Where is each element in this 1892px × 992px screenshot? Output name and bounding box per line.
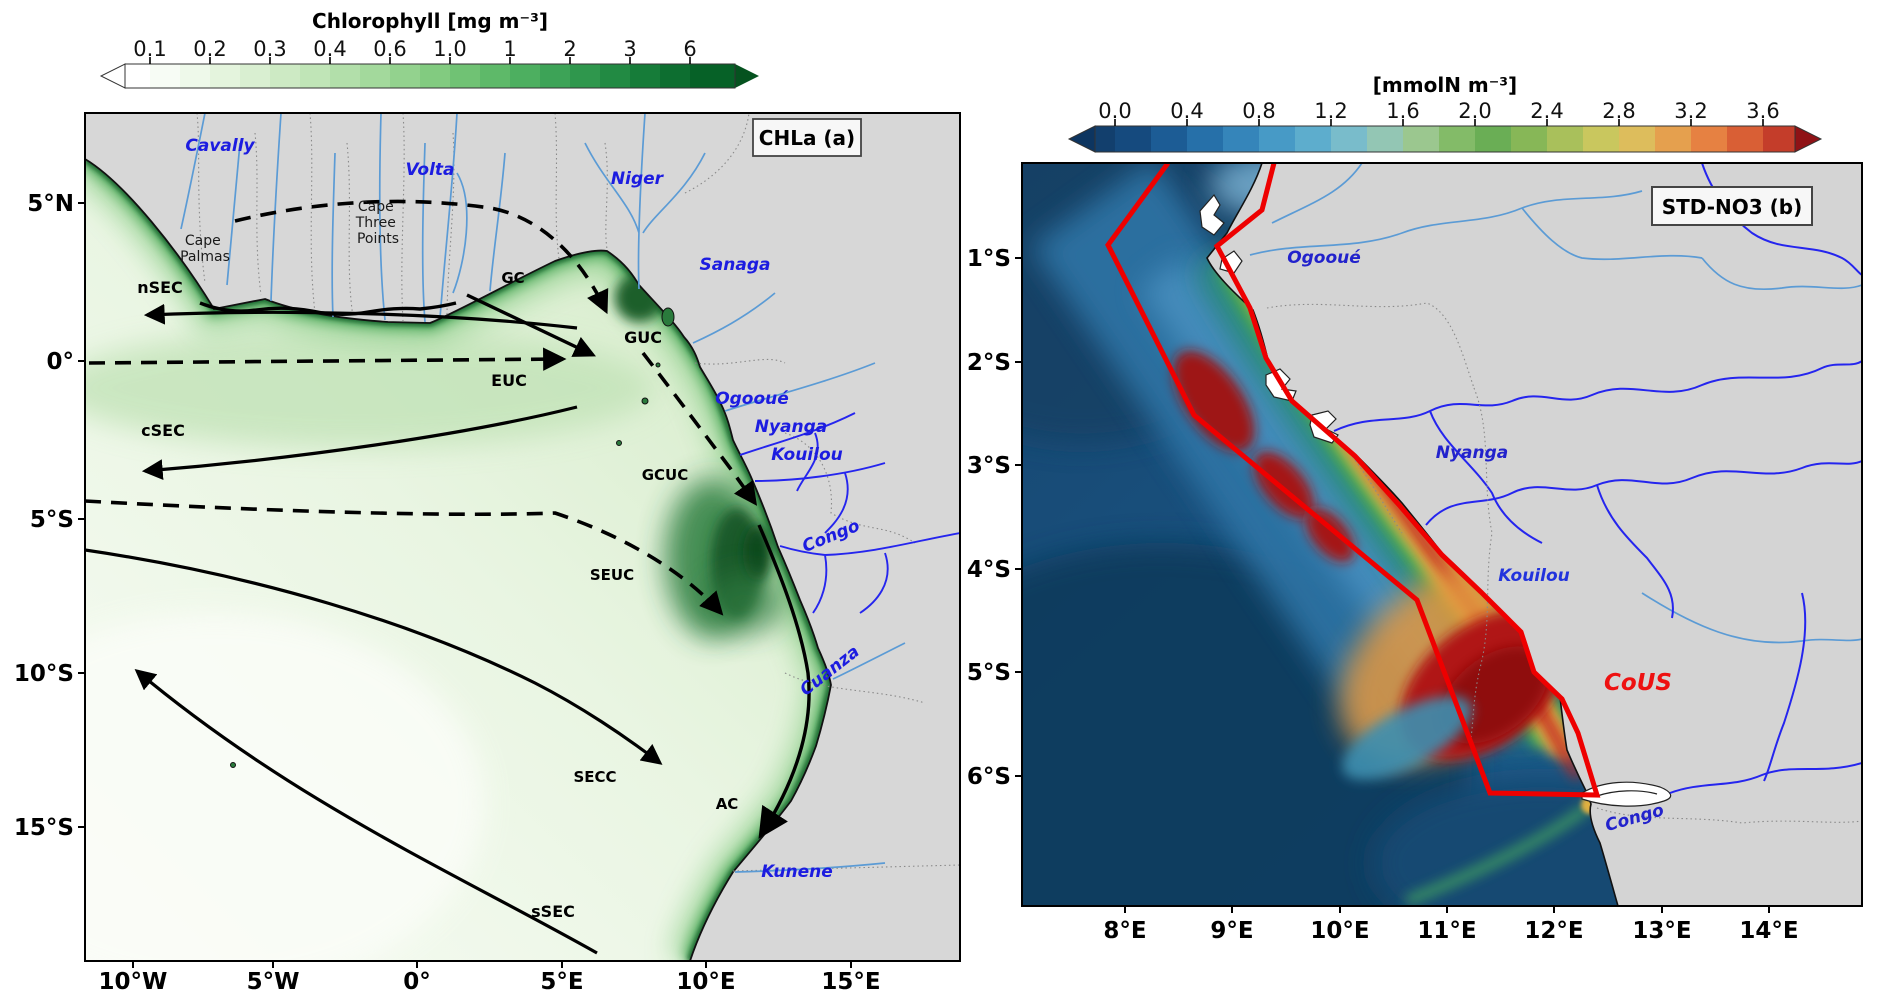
cous-region-label: CoUS (1604, 670, 1672, 696)
current-nsec (143, 303, 578, 330)
x-tick-label: 13°E (1632, 918, 1691, 944)
river-label-sanaga: Sanaga (700, 255, 771, 275)
x-tick-label: 14°E (1739, 918, 1798, 944)
y-tick-label: 15°S (14, 815, 74, 841)
rivers-right-bright (1333, 163, 1862, 794)
current-label-guc: GUC (624, 328, 662, 347)
country-borders (196, 113, 960, 872)
land-africa (85, 113, 960, 961)
current-label-gc: GC (501, 269, 524, 287)
river-label-nyanga-right: Nyanga (1436, 443, 1509, 463)
current-ssec (134, 669, 598, 955)
left-map-border (84, 112, 961, 962)
current-label-ssec: sSEC (531, 902, 575, 921)
river-label-kouilou-left: Kouilou (771, 445, 842, 465)
cape-three-points-label: Cape Three Points (355, 199, 401, 247)
current-arrows (85, 199, 811, 955)
no3-colorbar-bar (1067, 119, 1823, 153)
chlorophyll-colorbar-bar (99, 57, 759, 89)
y-tick-label: 5°S (967, 660, 1011, 686)
y-tick-label: 4°S (967, 557, 1011, 583)
no3-colorbar-title: [mmolN m⁻³] (1373, 73, 1517, 97)
no3-map: Ogooué Nyanga Kouilou Congo CoUS STD-NO3… (967, 162, 1863, 944)
river-label-volta: Volta (405, 160, 454, 180)
right-map-border (1021, 162, 1863, 907)
cous-polygon (1105, 163, 1601, 798)
right-map-x-axis: 8°E 9°E 10°E 11°E 12°E 13°E 14°E (1103, 906, 1799, 944)
no3-colorbar: [mmolN m⁻³] 0.0 0.4 0.8 1.2 1.6 2.0 2.4 … (1067, 73, 1823, 153)
x-tick-label: 9°E (1210, 918, 1253, 944)
current-csec (141, 405, 578, 480)
rivers-bright (739, 412, 960, 614)
no3-colorbar-tick-labels: 0.0 0.4 0.8 1.2 1.6 2.0 2.4 2.8 3.2 3.6 (1098, 99, 1779, 123)
chlorophyll-map: Cavally Volta Niger Sanaga Ogooué Nyanga… (14, 112, 961, 992)
current-label-nsec: nSEC (137, 278, 183, 297)
current-label-secc: SECC (573, 768, 616, 786)
river-label-kouilou-right: Kouilou (1498, 566, 1569, 586)
chlorophyll-colorbar-title: Chlorophyll [mg m⁻³] (312, 9, 548, 33)
river-label-cavally: Cavally (185, 136, 255, 156)
y-tick-label: 1°S (967, 246, 1011, 272)
x-tick-label: 8°E (1103, 918, 1146, 944)
current-dashed-gabon (641, 351, 758, 506)
rivers-west (180, 113, 906, 873)
river-label-nyanga-left: Nyanga (755, 417, 828, 437)
panel-tag-stdno3: STD-NO3 (b) (1651, 186, 1813, 226)
current-dashed-coastal-north (234, 199, 609, 315)
y-tick-label: 5°N (27, 191, 74, 217)
left-map-x-axis: 10°W 5°W 0° 5°E 10°E 15°E (99, 961, 881, 992)
current-label-gcuc: GCUC (642, 466, 689, 484)
current-euc (88, 347, 567, 371)
x-tick-label: 5°W (247, 969, 300, 992)
cbar-tick: 3 (623, 37, 636, 61)
right-map-y-axis: 1°S 2°S 3°S 4°S 5°S 6°S (967, 246, 1022, 790)
current-label-ac: AC (716, 795, 739, 813)
current-label-seuc: SEUC (590, 566, 634, 584)
y-tick-label: 0° (46, 349, 74, 375)
x-tick-label: 5°E (540, 969, 583, 992)
cbar-tick: 1 (503, 37, 516, 61)
x-tick-label: 10°E (1310, 918, 1369, 944)
x-tick-label: 15°E (821, 969, 880, 992)
islands (230, 307, 675, 768)
cbar-tick: 2 (563, 37, 576, 61)
x-tick-label: 12°E (1524, 918, 1583, 944)
rivers-right-light (1249, 163, 1862, 644)
x-tick-label: 10°E (676, 969, 735, 992)
current-secc (85, 548, 663, 765)
x-tick-label: 0° (403, 969, 431, 992)
current-gc-arrow (466, 293, 596, 357)
panel-tag-chla: CHLa (a) (752, 118, 862, 157)
current-label-euc: EUC (491, 371, 527, 390)
x-tick-label: 10°W (99, 969, 168, 992)
x-tick-label: 11°E (1417, 918, 1476, 944)
cbar-tick: 6 (683, 37, 696, 61)
current-ac (757, 524, 811, 839)
panel-tag-stdno3-text: STD-NO3 (b) (1662, 195, 1803, 219)
y-tick-label: 5°S (30, 507, 74, 533)
panel-tag-chla-text: CHLa (a) (759, 126, 855, 150)
y-tick-label: 6°S (967, 764, 1011, 790)
cape-palmas-label: Cape Palmas (180, 233, 230, 265)
current-label-csec: cSEC (141, 421, 185, 440)
river-label-kunene: Kunene (761, 862, 833, 882)
y-tick-label: 10°S (14, 661, 74, 687)
left-map-y-axis: 5°N 0° 5°S 10°S 15°S (14, 191, 85, 841)
river-label-niger: Niger (611, 169, 665, 189)
river-label-ogooue-left: Ogooué (715, 389, 789, 409)
current-seuc (85, 499, 724, 616)
y-tick-label: 3°S (967, 453, 1011, 479)
river-label-ogooue-right: Ogooué (1287, 248, 1361, 268)
y-tick-label: 2°S (967, 350, 1011, 376)
chlorophyll-colorbar-tick-labels: 0.1 0.2 0.3 0.4 0.6 1.0 1 2 3 6 (133, 37, 696, 61)
chlorophyll-colorbar: Chlorophyll [mg m⁻³] 0.1 0.2 0.3 0.4 0.6… (99, 9, 759, 89)
